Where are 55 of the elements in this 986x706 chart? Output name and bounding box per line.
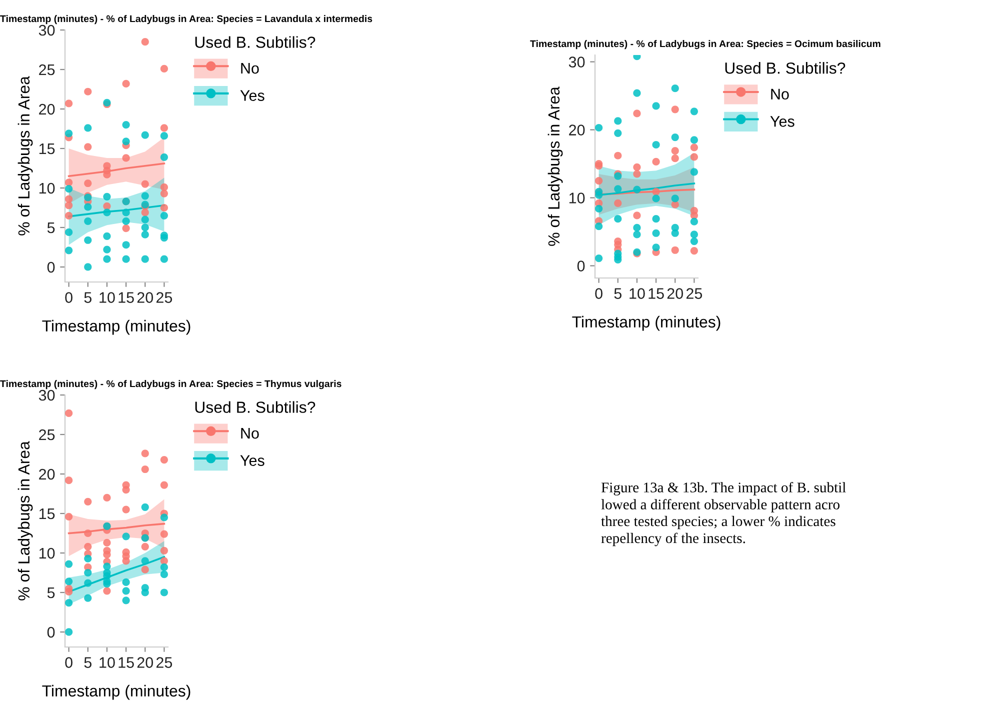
y-tick-label: 30 [568,56,585,68]
x-axis-title: Timestamp (minutes) [42,320,190,335]
y-tick-label: 25 [39,429,55,440]
x-tick-label: 0 [595,288,602,299]
x-tick-label: 5 [84,657,92,668]
x-tick-label: 20 [137,292,154,303]
y-tick-label: 10 [39,182,55,194]
y-tick-label: 30 [38,390,55,401]
x-tick-label: 15 [118,657,134,668]
y-tick-label: 25 [39,64,55,76]
y-tick-label: 5 [47,222,55,234]
x-tick-label: 20 [137,657,154,668]
y-axis-title: % of Ladybugs in Area [548,86,563,246]
y-tick-label: 10 [39,548,55,559]
y-tick-label: 0 [577,260,585,272]
chart-title: Timestamp (minutes) - % of Ladybugs in Area: Species = Lavandula x intermedis [0,15,372,24]
y-tick-label: 15 [39,144,55,154]
legend-title: Used B. Subtilis? [725,62,846,74]
x-tick-label: 25 [686,288,702,299]
y-axis-title: % of Ladybugs in Area [18,76,33,236]
x-tick-label: 5 [84,292,92,303]
y-tick-label: 15 [39,508,55,520]
x-tick-label: 15 [648,288,664,299]
y-tick-label: 0 [47,262,55,273]
legend-label: Yes [240,90,264,101]
y-tick-label: 20 [569,124,585,136]
x-tick-label: 25 [156,292,172,303]
y-tick-label: 20 [39,468,55,480]
chart-title: Timestamp (minutes) - % of Ladybugs in Area: Species = Thymus vulgaris [0,380,342,390]
x-tick-label: 0 [65,657,72,668]
x-tick-label: 10 [100,657,115,668]
x-tick-label: 10 [630,288,645,299]
x-axis-title: Timestamp (minutes) [572,316,720,331]
y-tick-label: 30 [38,24,55,36]
x-tick-label: 10 [100,292,115,303]
y-tick-label: 10 [569,192,585,204]
y-tick-label: 0 [47,626,55,638]
x-tick-label: 15 [118,292,134,303]
x-tick-label: 20 [667,288,684,299]
chart-title: Timestamp (minutes) - % of Ladybugs in Area: Species = Ocimum basilicum [530,40,880,50]
x-axis-title: Timestamp (minutes) [42,684,190,700]
legend-label: Yes [240,455,264,466]
y-tick-label: 20 [39,104,55,115]
x-tick-label: 0 [65,292,72,303]
legend-label: No [241,63,259,74]
x-tick-label: 5 [614,288,622,299]
legend-label: No [771,88,789,100]
legend-label: Yes [770,116,794,127]
y-axis-title: % of Ladybugs in Area [18,441,33,600]
x-tick-label: 25 [156,657,172,668]
caption: Figure 13a & 13b. The impact of B. subtil lowed a different observable pattern acro three tested species; a lower % indicates repellency of the insects. [601,482,846,546]
legend-title: Used B. Subtilis? [195,36,316,48]
legend-title: Used B. Subtilis? [195,401,316,413]
y-tick-label: 5 [47,588,55,598]
legend-label: No [241,428,259,439]
